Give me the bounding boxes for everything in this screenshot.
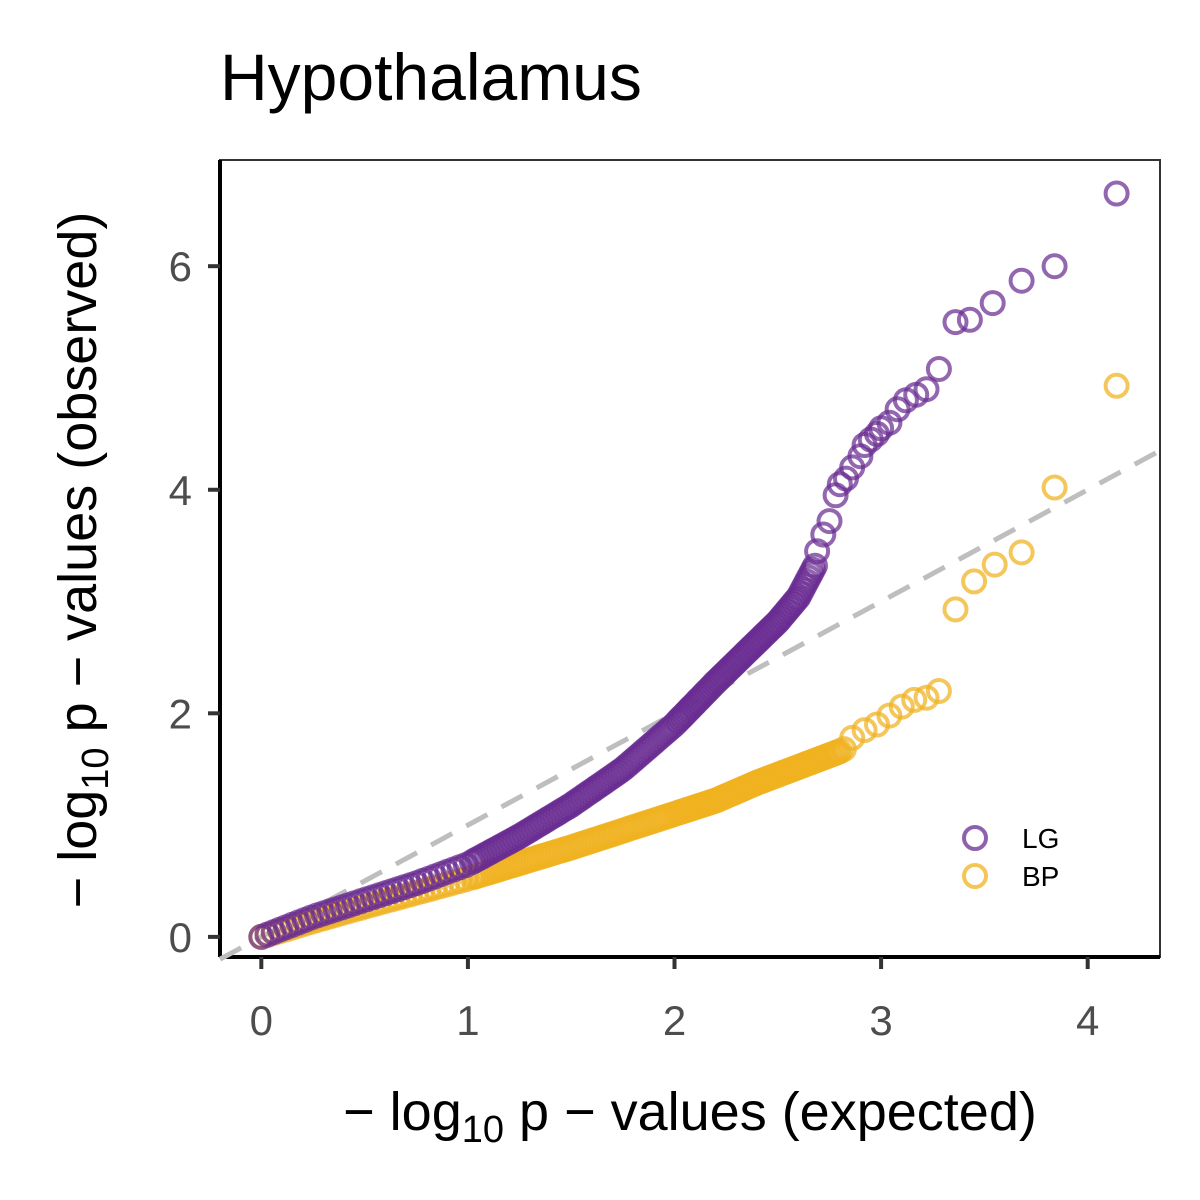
data-point [979, 290, 1006, 317]
chart-title: Hypothalamus [220, 40, 642, 114]
data-point [876, 409, 903, 436]
y-axis-title: − log10 p − values (observed) [48, 212, 117, 909]
x-tick-label: 0 [250, 997, 273, 1044]
y-axis-ticks: 0 2 4 6 [169, 243, 220, 961]
legend-marker-lg [962, 825, 988, 851]
data-point [1103, 180, 1130, 207]
data-point [925, 678, 952, 704]
x-axis-title: − log10 p − values (expected) [343, 1082, 1037, 1151]
data-point [1103, 372, 1130, 399]
x-tick-label: 4 [1076, 997, 1099, 1044]
data-point [816, 508, 843, 535]
series-bp [248, 372, 1130, 950]
x-axis-ticks: 0 1 2 3 4 [250, 957, 1099, 1044]
x-tick-label: 2 [663, 997, 686, 1044]
data-point [942, 309, 969, 336]
points-layer [248, 180, 1130, 950]
data-point [826, 471, 853, 498]
data-point [981, 551, 1008, 578]
legend: LG BP [962, 823, 1059, 892]
y-tick-label: 4 [169, 467, 192, 514]
plot-area [218, 159, 1162, 962]
data-point [851, 717, 878, 744]
data-point [888, 693, 915, 720]
legend-label-lg: LG [1022, 823, 1059, 854]
data-point [1041, 253, 1068, 280]
data-point [961, 568, 988, 595]
data-point [1008, 539, 1035, 566]
data-point [804, 538, 831, 565]
data-point [913, 376, 940, 403]
plot-panel-border [219, 159, 1161, 958]
y-tick-label: 2 [169, 690, 192, 737]
data-point [913, 684, 940, 711]
data-point [1041, 474, 1068, 501]
y-tick-label: 6 [169, 243, 192, 290]
data-point [901, 686, 928, 713]
data-point [802, 552, 828, 579]
series-lg [248, 180, 1130, 950]
legend-marker-bp [962, 863, 988, 889]
data-point [1008, 267, 1035, 294]
data-point [810, 521, 837, 548]
x-tick-label: 3 [869, 997, 892, 1044]
data-point [925, 356, 952, 382]
data-point [942, 596, 969, 623]
x-tick-label: 1 [456, 997, 479, 1044]
y-tick-label: 0 [169, 914, 192, 961]
data-point [956, 306, 983, 333]
legend-label-bp: BP [1022, 861, 1059, 892]
